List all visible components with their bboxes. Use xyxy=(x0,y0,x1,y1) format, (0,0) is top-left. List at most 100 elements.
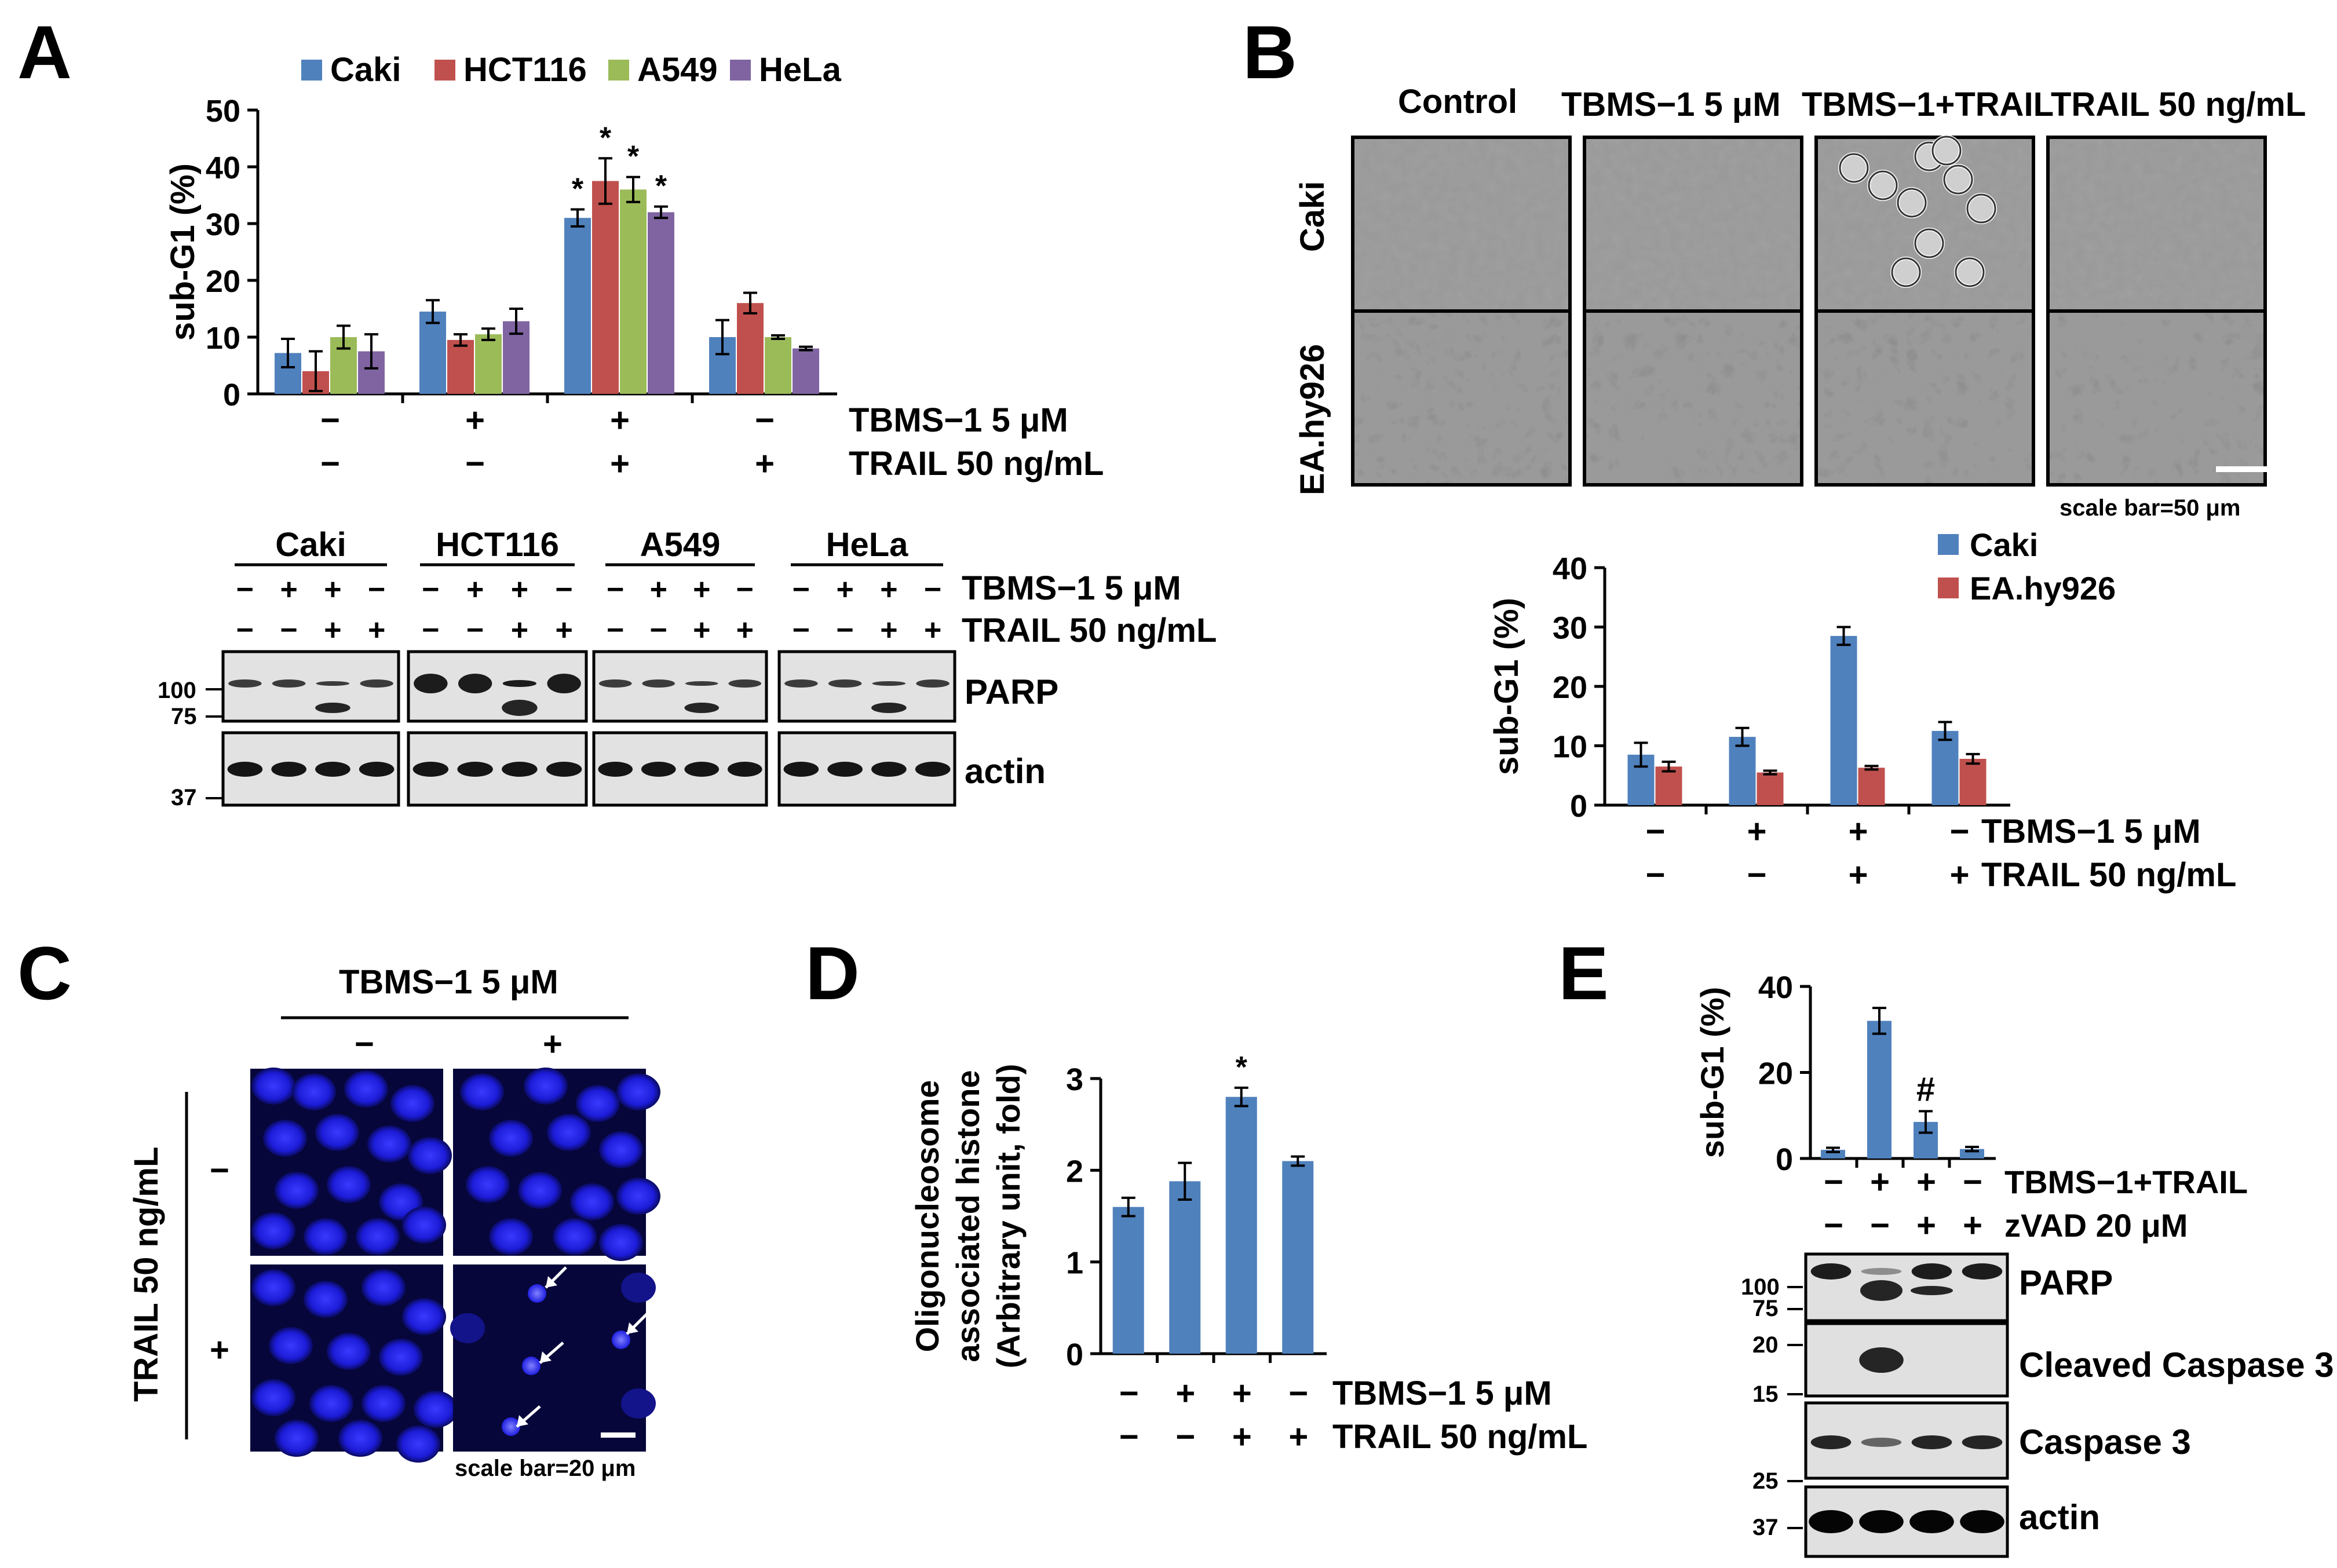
chart-b-legend-swatch xyxy=(1938,578,1959,598)
blot-a-trail-mark: − xyxy=(280,613,297,647)
chart-b-bar xyxy=(1729,737,1756,805)
blot-e-band xyxy=(1911,1435,1952,1449)
chart-b-ytick-label: 30 xyxy=(1553,611,1587,646)
panel-b-scale-label: scale bar=50 μm xyxy=(2060,495,2240,521)
nucleus xyxy=(402,1207,446,1244)
chart-b-bar xyxy=(1959,759,1987,805)
panel-c-col-minus: − xyxy=(355,1025,374,1063)
chart-b-ytick-label: 10 xyxy=(1553,730,1587,765)
chart-d-ylabel-line: (Arbitrary unit, fold) xyxy=(990,1064,1027,1369)
chart-d-treatment-mark: − xyxy=(1119,1418,1139,1456)
chart-e-treatment-label: TBMS−1+TRAIL xyxy=(2004,1164,2248,1200)
chart-a-legend-label: A549 xyxy=(637,51,718,89)
nucleus xyxy=(251,1068,295,1105)
blot-a-tbms-mark: + xyxy=(693,573,710,606)
blot-a-actin-band xyxy=(502,762,538,777)
blot-a-actin-band xyxy=(684,762,720,777)
nucleus xyxy=(396,1426,440,1463)
blot-e-band xyxy=(1911,1263,1952,1280)
chart-e-treatment-mark: − xyxy=(1870,1207,1890,1244)
chart-d-ytick-label: 3 xyxy=(1066,1062,1083,1097)
chart-a-legend-swatch xyxy=(301,60,322,81)
blot-a-cell-line: HeLa xyxy=(826,526,909,564)
blot-e-band-actin: actin xyxy=(2019,1498,2100,1537)
panel-b-row-eahy926: EA.hy926 xyxy=(1294,344,1331,495)
chart-a-bar xyxy=(793,348,819,394)
chart-d-treatment-mark: − xyxy=(1288,1375,1308,1412)
chart-e-treatment-mark: − xyxy=(1963,1163,1982,1201)
chart-b-treatment-mark: − xyxy=(1747,856,1767,894)
blot-a-tbms-mark: + xyxy=(324,573,341,606)
blot-e-band xyxy=(1861,1268,1902,1275)
chart-a-bar xyxy=(419,311,446,394)
panel-c-row-minus: − xyxy=(210,1152,229,1189)
nucleus xyxy=(304,1281,348,1318)
chart-d-treatment-mark: + xyxy=(1288,1418,1308,1456)
chart-e-treatment-mark: + xyxy=(1870,1163,1890,1201)
blot-a-tbms-mark: + xyxy=(650,573,667,606)
blot-a-tbms-mark: − xyxy=(736,573,754,606)
chart-a-legend-label: HeLa xyxy=(759,51,842,89)
blot-a-band xyxy=(872,681,906,686)
blot-e-band-cleaved-caspase3: Cleaved Caspase 3 xyxy=(2019,1346,2334,1384)
chart-b-bar xyxy=(1655,766,1682,805)
nucleus xyxy=(367,1125,411,1163)
nucleus xyxy=(414,1391,458,1428)
chart-b-treatment-mark: + xyxy=(1747,813,1767,850)
chart-a-bar xyxy=(592,181,619,394)
nucleus xyxy=(263,1120,307,1157)
blot-e-band-parp: PARP xyxy=(2019,1263,2113,1302)
chart-e-treatment-mark: + xyxy=(1916,1207,1936,1244)
apoptotic-nucleus xyxy=(528,1284,546,1303)
nucleus xyxy=(251,1212,295,1249)
blot-a-actin-band xyxy=(227,762,263,777)
nucleus xyxy=(379,1339,423,1376)
panel-b-col-control: Control xyxy=(1398,83,1517,120)
chart-a-bar xyxy=(447,339,474,394)
chart-a-bar xyxy=(475,334,502,394)
chart-e-treatment-mark: + xyxy=(1916,1163,1936,1201)
blot-e-band xyxy=(1861,1438,1902,1447)
blot-e-marker-75: 75 xyxy=(1752,1296,1779,1321)
chart-b-bar xyxy=(1931,730,1959,805)
panel-b-col-trail: TRAIL 50 ng/mL xyxy=(2051,86,2306,123)
chart-d-ytick-label: 0 xyxy=(1066,1337,1083,1372)
chart-d-treatment-label: TRAIL 50 ng/mL xyxy=(1332,1418,1587,1456)
panel-c-row-plus: + xyxy=(210,1331,229,1369)
blot-a-tbms-mark: + xyxy=(280,573,297,606)
blot-a-trail-mark: + xyxy=(555,613,572,647)
blot-e-box xyxy=(1804,1322,2009,1398)
chart-b-legend-label: EA.hy926 xyxy=(1970,570,2116,606)
blot-a-trail-mark: + xyxy=(368,613,385,647)
chart-a-bar xyxy=(564,218,591,394)
blot-e-band xyxy=(1860,1280,1903,1301)
blot-a-tbms-mark: − xyxy=(924,573,941,606)
panel-b-micrographs: Control TBMS−1 5 μM TBMS−1+TRAIL TRAIL 5… xyxy=(1294,83,2306,521)
blot-a-band xyxy=(685,681,718,686)
apoptotic-nucleus xyxy=(612,1331,630,1349)
scale-bar xyxy=(601,1432,636,1438)
chart-d-treatment-mark: + xyxy=(1232,1375,1252,1412)
chart-e-ytick-label: 40 xyxy=(1758,970,1793,1005)
nucleus xyxy=(327,1333,371,1370)
chart-a-significance: * xyxy=(572,173,584,206)
blot-a-tbms-mark: + xyxy=(836,573,853,606)
blot-a-band-parp: PARP xyxy=(965,672,1058,711)
panel-e-western-blot: PARP Cleaved Caspase 3 Caspase 3 actin 1… xyxy=(1741,1252,2334,1558)
blot-e-band xyxy=(1960,1510,2004,1533)
nucleus xyxy=(489,1218,533,1255)
chart-a-treatment-mark: − xyxy=(755,401,775,439)
blot-a-cleaved-band xyxy=(871,703,907,713)
nucleus xyxy=(489,1120,533,1157)
chart-b-bar xyxy=(1757,772,1784,805)
nucleus xyxy=(616,1178,660,1215)
blot-e-band xyxy=(1859,1347,1904,1373)
blot-a-actin-band xyxy=(457,762,493,777)
blot-a-trail-mark: + xyxy=(924,613,941,647)
nucleus xyxy=(621,1388,656,1419)
chart-b-bar xyxy=(1830,635,1857,805)
nucleus xyxy=(251,1379,295,1416)
blot-e-band xyxy=(1909,1510,1954,1533)
